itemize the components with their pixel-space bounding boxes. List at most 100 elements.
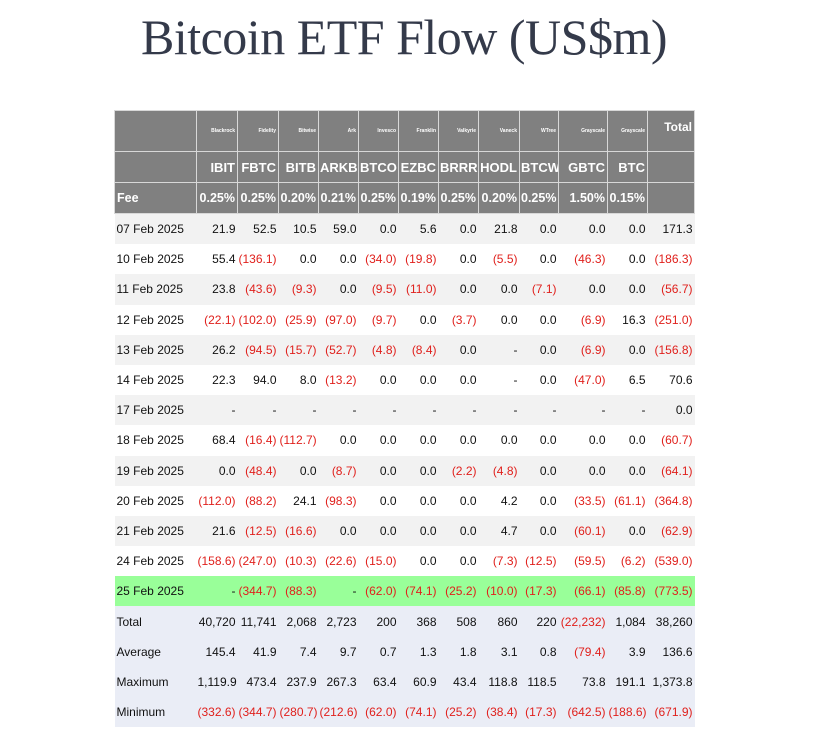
- flow-cell: (16.4): [237, 425, 279, 456]
- summary-cell: (344.7): [237, 697, 279, 728]
- flow-cell: -: [278, 395, 319, 426]
- flow-cell: (15.0): [358, 546, 399, 577]
- fee-value: 0.15%: [607, 182, 648, 214]
- fee-value: 0.20%: [278, 182, 319, 214]
- flow-cell: -: [196, 395, 238, 426]
- flow-cell: -: [519, 395, 559, 426]
- flow-cell: (9.3): [278, 274, 319, 305]
- ticker-header: BTCW: [519, 151, 559, 183]
- flow-cell: (13.2): [318, 364, 359, 396]
- flow-cell: (136.1): [237, 244, 279, 275]
- date-cell: 14 Feb 2025: [114, 364, 197, 396]
- flow-cell: (5.5): [478, 244, 520, 275]
- flow-cell: (43.6): [237, 274, 279, 305]
- flow-cell: 0.0: [278, 244, 319, 275]
- date-cell: 20 Feb 2025: [114, 485, 197, 516]
- flow-cell: 0.0: [519, 304, 559, 335]
- flow-cell: 0.0: [607, 425, 648, 456]
- flow-cell: 0.0: [438, 364, 479, 396]
- flow-cell: (7.3): [478, 546, 520, 577]
- flow-cell: (47.0): [558, 364, 608, 396]
- fee-value: 0.25%: [196, 182, 238, 214]
- flow-cell: 0.0: [478, 304, 520, 335]
- manager-name: Invesco: [358, 110, 399, 152]
- flow-cell: 0.0: [278, 455, 319, 486]
- flow-cell: 0.0: [358, 364, 399, 396]
- date-cell: 18 Feb 2025: [114, 425, 197, 456]
- flow-cell: 59.0: [318, 213, 359, 245]
- manager-name: Grayscale: [558, 110, 608, 152]
- summary-label: Total: [114, 606, 197, 637]
- summary-row: Average 145.4 41.9 7.4 9.7 0.7 1.3 1.8 3.1 0.8 (79…: [114, 636, 695, 667]
- flow-cell: -: [196, 576, 238, 607]
- flow-cell: 0.0: [478, 425, 520, 456]
- manager-header-row: Blackrock Fidelity Bitwise Ark Invesco Frankl…: [114, 110, 695, 152]
- summary-cell: (22,232): [558, 606, 608, 637]
- flow-cell: 0.0: [398, 425, 439, 456]
- table-row: 11 Feb 2025 23.8 (43.6) (9.3) 0.0 (9.5) (11.0)…: [114, 274, 695, 305]
- flow-cell: -: [478, 334, 520, 365]
- row-total-cell: 0.0: [647, 395, 695, 426]
- flow-cell: (94.5): [237, 334, 279, 365]
- fee-total-blank: [647, 182, 695, 214]
- row-total-cell: (64.1): [647, 455, 695, 486]
- summary-cell: 40,720: [196, 606, 238, 637]
- flow-cell: (33.5): [558, 485, 608, 516]
- flow-cell: (8.4): [398, 334, 439, 365]
- summary-cell: 0.8: [519, 636, 559, 667]
- row-total-cell: 171.3: [647, 213, 695, 245]
- row-total-cell: (186.3): [647, 244, 695, 275]
- flow-cell: 0.0: [398, 304, 439, 335]
- flow-cell: (16.6): [278, 515, 319, 547]
- summary-cell: 41.9: [237, 636, 279, 667]
- flow-cell: -: [478, 364, 520, 396]
- fee-value: 0.25%: [519, 182, 559, 214]
- summary-cell: (280.7): [278, 697, 319, 728]
- summary-cell: 118.5: [519, 666, 559, 697]
- flow-cell: 0.0: [438, 546, 479, 577]
- flow-cell: 23.8: [196, 274, 238, 305]
- flow-cell: 4.2: [478, 485, 520, 516]
- flow-cell: -: [438, 395, 479, 426]
- flow-cell: -: [318, 576, 359, 607]
- ticker-header: ARKB: [318, 151, 359, 183]
- ticker-header: FBTC: [237, 151, 279, 183]
- row-total-cell: (56.7): [647, 274, 695, 305]
- flow-cell: 0.0: [607, 213, 648, 245]
- flow-cell: 21.8: [478, 213, 520, 245]
- summary-cell: 0.7: [358, 636, 399, 667]
- flow-cell: 52.5: [237, 213, 279, 245]
- flow-cell: 0.0: [196, 455, 238, 486]
- flow-cell: (2.2): [438, 455, 479, 486]
- summary-row: Total 40,720 11,741 2,068 2,723 200 368 508 860 2…: [114, 606, 695, 637]
- flow-cell: -: [358, 395, 399, 426]
- summary-cell: 38,260: [647, 606, 695, 637]
- flow-cell: 0.0: [318, 425, 359, 456]
- flow-cell: -: [398, 395, 439, 426]
- flow-cell: 0.0: [558, 274, 608, 305]
- summary-cell: 118.8: [478, 666, 520, 697]
- summary-cell: 220: [519, 606, 559, 637]
- summary-cell: 1,119.9: [196, 666, 238, 697]
- manager-name: Fidelity: [237, 110, 279, 152]
- flow-cell: (46.3): [558, 244, 608, 275]
- flow-cell: (88.2): [237, 485, 279, 516]
- flow-cell: (9.5): [358, 274, 399, 305]
- manager-name: WTree: [519, 110, 559, 152]
- flow-cell: (12.5): [237, 515, 279, 547]
- flow-cell: (11.0): [398, 274, 439, 305]
- summary-label: Maximum: [114, 666, 197, 697]
- fee-value: 0.25%: [237, 182, 279, 214]
- table-row: 14 Feb 2025 22.3 94.0 8.0 (13.2) 0.0 0.0 0.0-0.…: [114, 364, 695, 396]
- flow-cell: 0.0: [519, 213, 559, 245]
- summary-cell: (332.6): [196, 697, 238, 728]
- summary-cell: 3.9: [607, 636, 648, 667]
- summary-cell: 2,068: [278, 606, 319, 637]
- flow-cell: 0.0: [438, 334, 479, 365]
- flow-cell: 10.5: [278, 213, 319, 245]
- flow-cell: 0.0: [607, 334, 648, 365]
- fee-value: 0.25%: [438, 182, 479, 214]
- table-row: 21 Feb 2025 21.6 (12.5) (16.6) 0.0 0.0 0.0 0.0 4…: [114, 515, 695, 547]
- flow-cell: 0.0: [358, 485, 399, 516]
- manager-name: Franklin: [398, 110, 439, 152]
